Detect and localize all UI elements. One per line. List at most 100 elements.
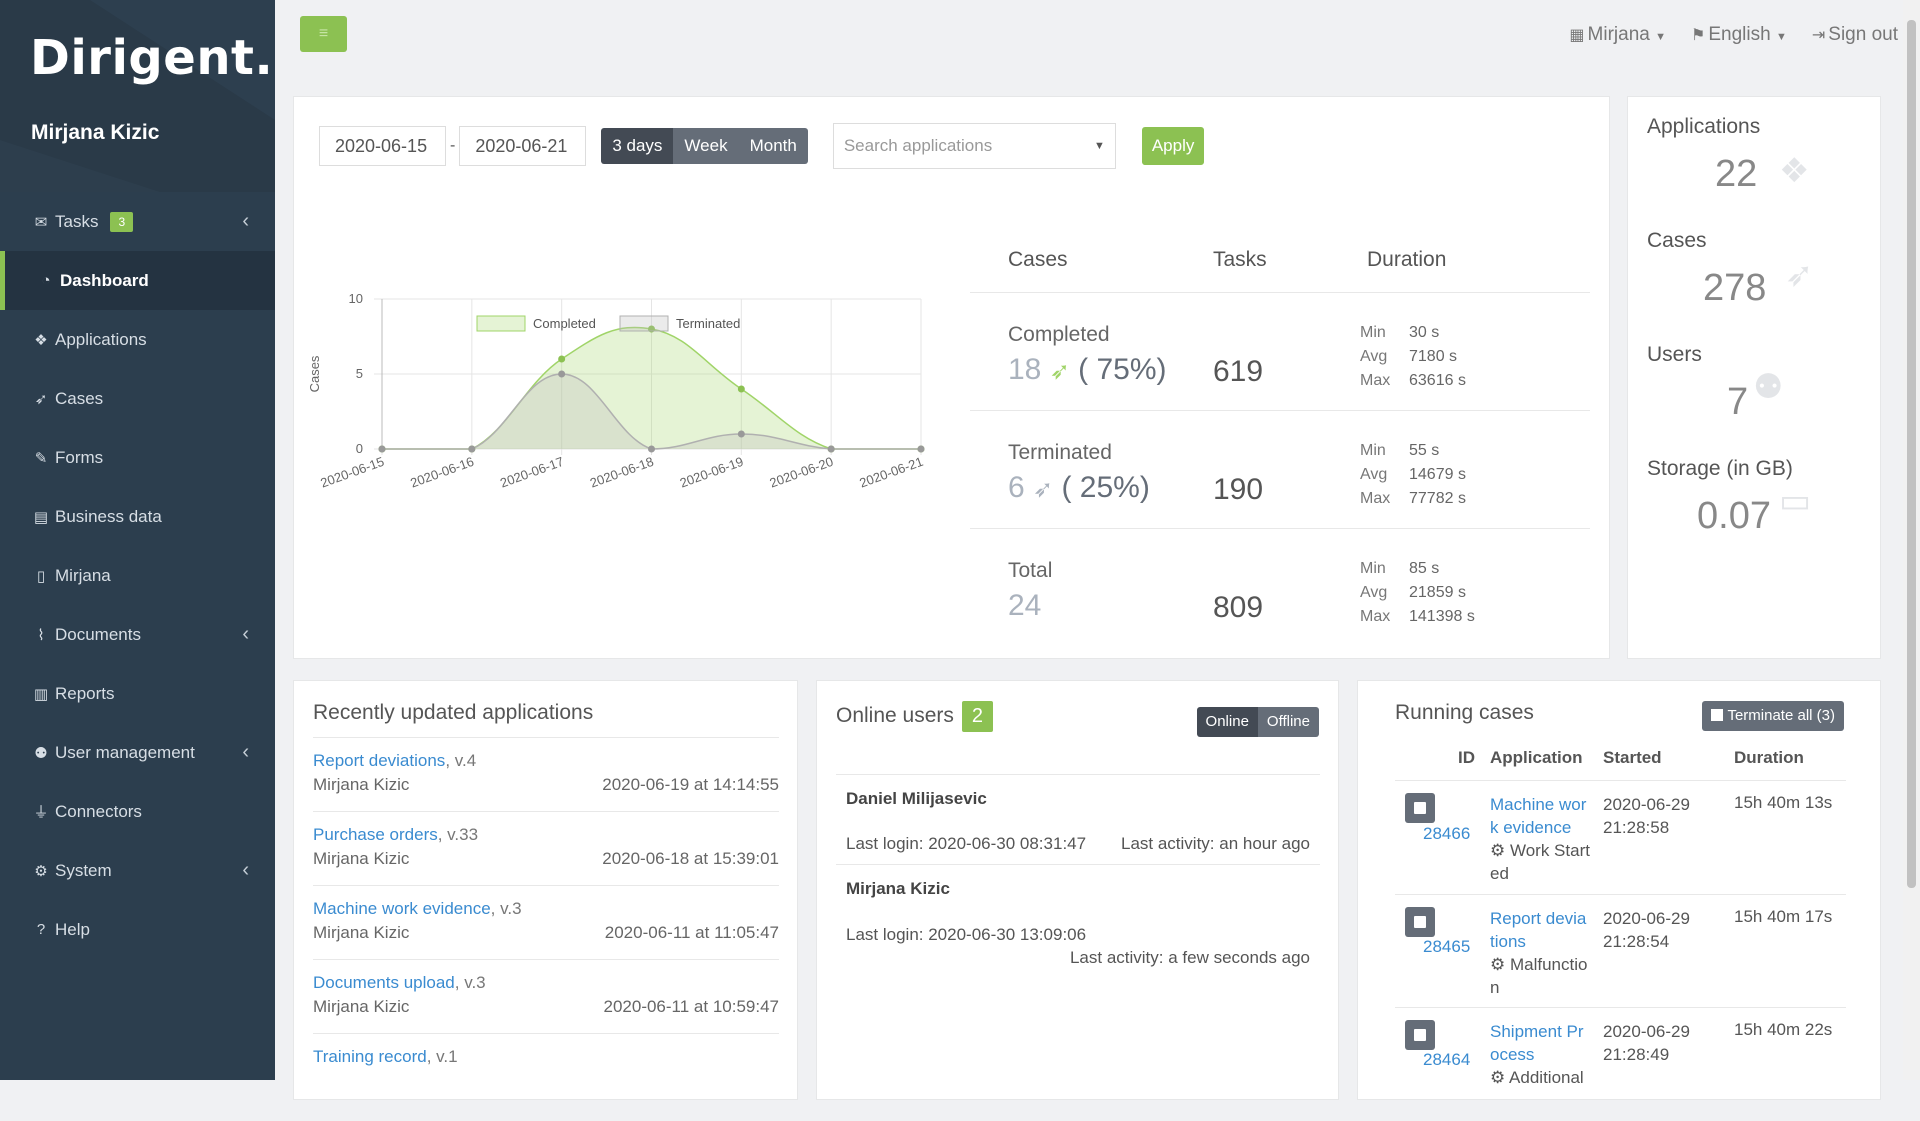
- count-value: 18: [1008, 353, 1042, 386]
- table-header: ID Application Started Duration: [1395, 736, 1846, 781]
- avg-label: Avg: [1360, 348, 1388, 365]
- sidebar-item-label: Dashboard: [60, 270, 149, 290]
- min-label: Min: [1360, 442, 1386, 459]
- sidebar-item-system[interactable]: ⚙ System ‹: [0, 841, 275, 900]
- page-scrollbar[interactable]: [1903, 0, 1920, 1080]
- stats-count: 6 ➶ ( 25%): [1008, 471, 1150, 505]
- app-link[interactable]: Training record, v.1: [313, 1047, 458, 1067]
- sidebar-item-label: Applications: [55, 329, 147, 349]
- app-link[interactable]: Purchase orders, v.33: [313, 825, 478, 845]
- summary-applications: Applications 22 ❖: [1647, 115, 1809, 195]
- online-user-row: Mirjana Kizic Last login: 2020-06-30 13:…: [836, 865, 1320, 975]
- running-cases-card: Running cases Terminate all (3) ID Appli…: [1357, 680, 1881, 1100]
- sidebar-item-applications[interactable]: ❖ Applications: [0, 310, 275, 369]
- app-name: Purchase orders: [313, 825, 438, 844]
- sidebar-item-business-data[interactable]: ▤ Business data: [0, 487, 275, 546]
- stats-count: 24: [1008, 589, 1041, 623]
- application-link[interactable]: Shipment Process: [1490, 1022, 1584, 1064]
- date-from-input[interactable]: 2020-06-15: [319, 126, 446, 166]
- cases-header: Cases: [1008, 247, 1068, 271]
- sidebar-item-dashboard[interactable]: ◔ Dashboard: [0, 251, 275, 310]
- brand-background: [0, 0, 275, 192]
- file-icon: ▯: [36, 567, 46, 585]
- app-link[interactable]: Documents upload, v.3: [313, 973, 486, 993]
- status-label: Malfunction: [1490, 955, 1588, 997]
- sidebar-item-connectors[interactable]: ⏚ Connectors: [0, 782, 275, 841]
- summary-storage: Storage (in GB) 0.07 ▭: [1647, 457, 1811, 537]
- sidebar-item-cases[interactable]: ➶ Cases: [0, 369, 275, 428]
- terminate-case-button[interactable]: [1405, 907, 1435, 937]
- question-icon: ?: [36, 921, 46, 938]
- date-to-input[interactable]: 2020-06-21: [459, 126, 587, 166]
- online-button[interactable]: Online: [1196, 707, 1258, 737]
- table-row: 28464 Shipment Process ⚙ Additional 2020-…: [1395, 1008, 1846, 1121]
- sidebar-item-label: Cases: [55, 388, 104, 408]
- last-activity: Last activity: a few seconds ago: [1069, 948, 1310, 967]
- max-value: 63616 s: [1409, 372, 1466, 389]
- sidebar-item-help[interactable]: ? Help: [0, 900, 275, 959]
- terminate-all-button[interactable]: Terminate all (3): [1702, 701, 1844, 731]
- range-month-button[interactable]: Month: [738, 128, 808, 164]
- case-status: ⚙ Malfunction: [1490, 955, 1587, 997]
- app-link[interactable]: Report deviations, v.4: [313, 751, 476, 771]
- last-login: Last login: 2020-06-30 08:31:47: [846, 834, 1087, 853]
- sidebar-item-label: Reports: [55, 683, 115, 703]
- summary-label: Cases: [1647, 229, 1707, 252]
- database-icon: ▤: [33, 508, 49, 526]
- chart-icon: ▥: [33, 685, 49, 703]
- sidebar-item-forms[interactable]: ✎ Forms: [0, 428, 275, 487]
- rocket-icon: ➶: [1049, 358, 1070, 385]
- count-value: 6: [1008, 471, 1025, 504]
- range-week-button[interactable]: Week: [673, 128, 739, 164]
- top-right-menu: ▦ Mirjana ▼ ⚑ English ▼ ⇥ Sign out: [1569, 24, 1898, 46]
- statistics-card: 2020-06-15 - 2020-06-21 3 days Week Mont…: [293, 96, 1610, 659]
- sign-out-link[interactable]: ⇥ Sign out: [1812, 24, 1898, 46]
- app-link[interactable]: Machine work evidence, v.3: [313, 899, 522, 919]
- col-application: Application: [1490, 748, 1583, 767]
- app-name: Training record: [313, 1047, 427, 1066]
- case-id-link[interactable]: 28464: [1423, 1050, 1471, 1069]
- sidebar-item-user-management[interactable]: ⚉ User management ‹: [0, 723, 275, 782]
- rocket-icon: ➶: [34, 390, 48, 408]
- y-tick-label: 5: [356, 366, 363, 381]
- sign-out-icon: ⇥: [1811, 27, 1826, 44]
- grid-icon: ▦: [1569, 27, 1585, 44]
- scrollbar-thumb[interactable]: [1907, 20, 1916, 888]
- min-value: 85 s: [1409, 560, 1440, 577]
- sidebar-item-mirjana[interactable]: ▯ Mirjana: [0, 546, 275, 605]
- case-id-link[interactable]: 28466: [1423, 824, 1471, 843]
- sign-out-label: Sign out: [1828, 24, 1898, 45]
- data-point-completed: [737, 385, 745, 393]
- application-link[interactable]: Machine work evidence: [1490, 795, 1587, 837]
- case-application: Machine work evidence ⚙ Work Started: [1490, 793, 1590, 885]
- chevron-left-icon: ‹: [242, 210, 249, 232]
- sidebar: Dirigent.io Mirjana Kizic ✉ Tasks 3 ‹ ◔ Dash…: [0, 0, 275, 1080]
- avg-value: 7180 s: [1409, 348, 1458, 365]
- summary-label: Storage (in GB): [1647, 457, 1793, 480]
- max-label: Max: [1360, 490, 1391, 507]
- stats-tasks: 619: [1213, 355, 1264, 388]
- user-menu[interactable]: ▦ Mirjana ▼: [1569, 24, 1666, 46]
- date-separator: -: [450, 137, 456, 154]
- sidebar-item-reports[interactable]: ▥ Reports: [0, 664, 275, 723]
- sidebar-item-documents[interactable]: ⌇ Documents ‹: [0, 605, 275, 664]
- case-id-link[interactable]: 28465: [1423, 937, 1471, 956]
- app-name: Report deviations: [313, 751, 446, 770]
- range-3-days-button[interactable]: 3 days: [601, 128, 674, 164]
- menu-toggle-button[interactable]: ≡: [300, 16, 347, 52]
- terminate-case-button[interactable]: [1405, 1020, 1435, 1050]
- stats-header: Cases Tasks Duration: [970, 227, 1590, 293]
- search-applications-select[interactable]: Search applications ▼: [832, 123, 1116, 169]
- offline-button[interactable]: Offline: [1257, 707, 1319, 737]
- terminate-case-button[interactable]: [1405, 793, 1435, 823]
- legend-swatch-terminated: [619, 315, 669, 332]
- min-label: Min: [1360, 324, 1386, 341]
- apply-button[interactable]: Apply: [1141, 127, 1205, 165]
- sidebar-item-tasks[interactable]: ✉ Tasks 3 ‹: [0, 192, 275, 251]
- app-name: Documents upload: [313, 973, 455, 992]
- language-menu[interactable]: ⚑ English ▼: [1691, 24, 1787, 46]
- application-link[interactable]: Report deviations: [1490, 909, 1587, 951]
- sidebar-user-name: Mirjana Kizic: [31, 121, 160, 144]
- sidebar-item-label: Connectors: [55, 801, 142, 821]
- dirigent-logo[interactable]: Dirigent.io: [30, 30, 275, 86]
